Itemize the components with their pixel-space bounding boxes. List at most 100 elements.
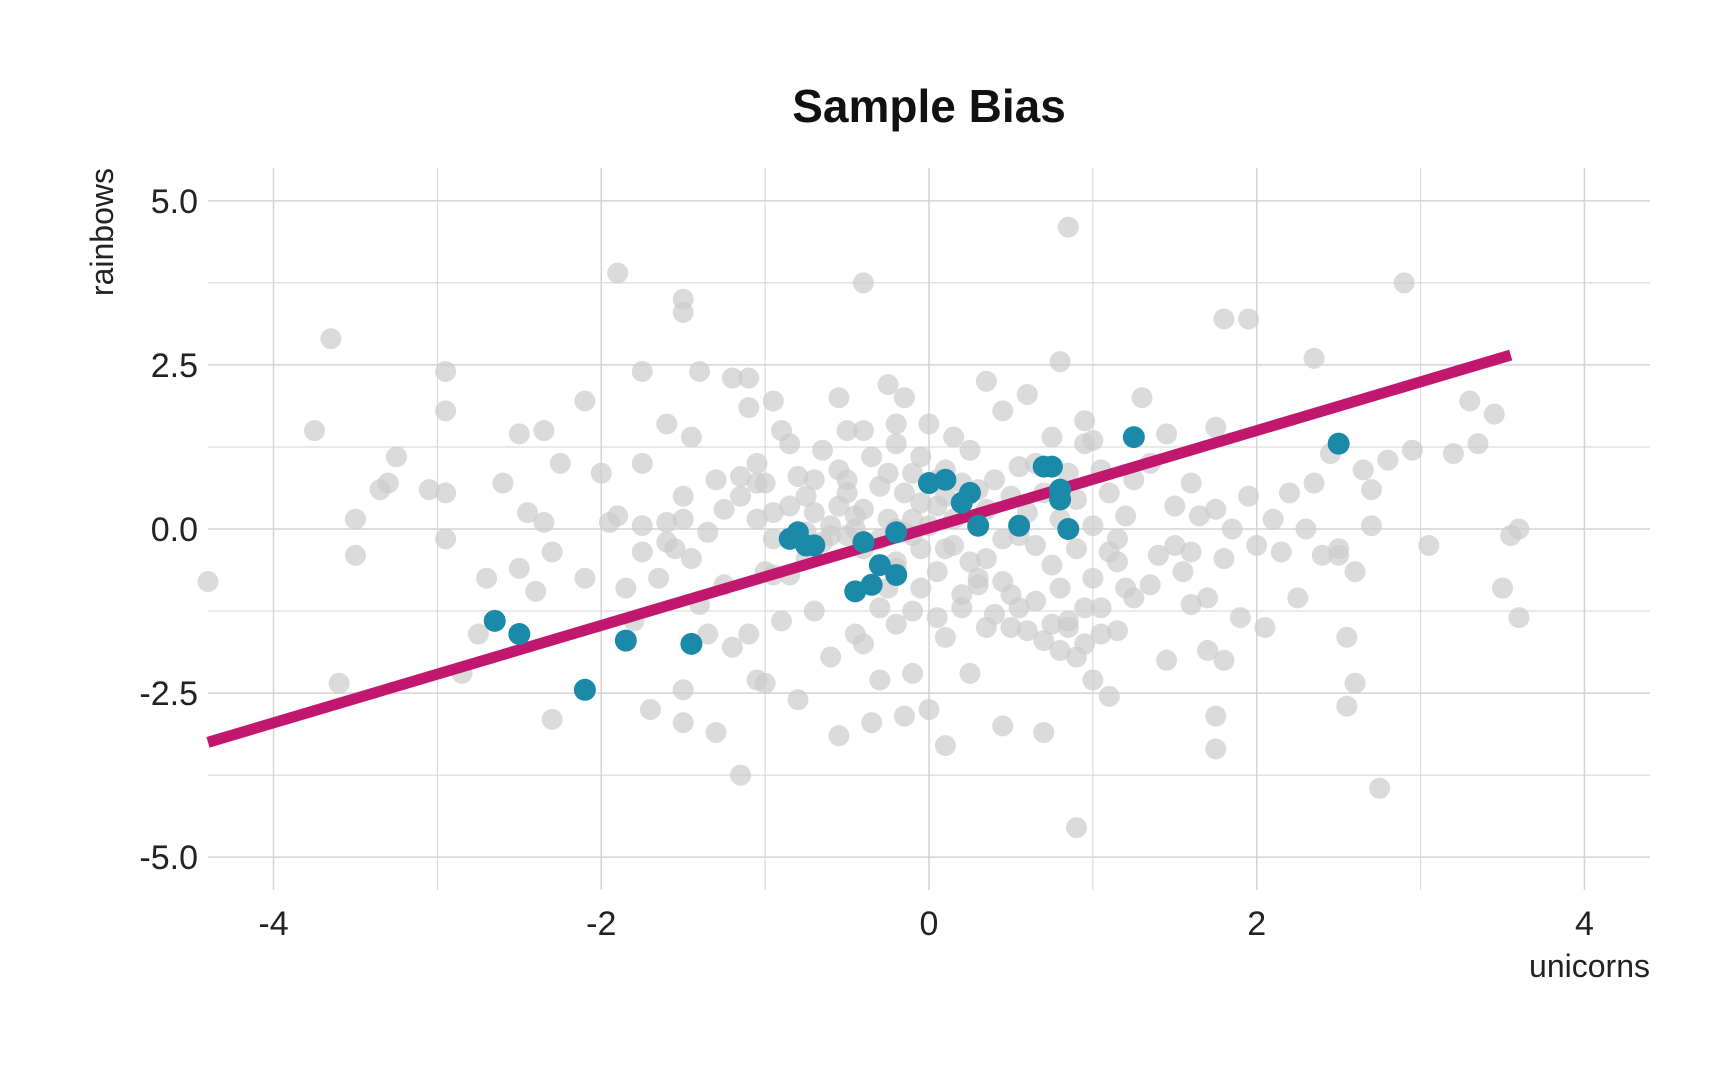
population-point (730, 764, 752, 786)
population-point (828, 387, 850, 409)
population-point (975, 548, 997, 570)
population-point (1303, 472, 1325, 494)
population-point (1467, 433, 1489, 455)
sample-point (885, 521, 908, 544)
population-point (697, 521, 719, 543)
sample-point (844, 580, 867, 603)
population-point (918, 699, 940, 720)
population-point (1344, 561, 1366, 583)
population-point (1057, 462, 1079, 484)
population-point (1049, 639, 1071, 661)
population-point (664, 538, 686, 560)
population-point (1049, 351, 1071, 373)
population-point (1500, 525, 1522, 547)
population-point (779, 433, 801, 455)
population-point (435, 482, 457, 504)
population-point (1074, 597, 1096, 619)
sample-point (852, 531, 875, 554)
population-point (902, 600, 924, 622)
y-tick-label: 0.0 (151, 511, 198, 549)
population-point (836, 482, 858, 504)
population-point (902, 662, 924, 684)
population-point (1287, 587, 1309, 609)
population-point (926, 607, 948, 629)
population-point (1336, 695, 1358, 717)
population-point (1082, 669, 1104, 691)
population-point (893, 705, 915, 727)
sample-point (508, 623, 531, 646)
population-point (1401, 439, 1423, 461)
sample-point (1008, 514, 1031, 537)
sample-point (680, 632, 703, 655)
population-point (705, 721, 727, 743)
population-point (877, 374, 899, 396)
population-point (754, 472, 776, 494)
sample-points (483, 426, 1350, 701)
population-point (656, 413, 678, 435)
population-point (951, 597, 973, 619)
population-point (467, 623, 489, 645)
population-point (730, 465, 752, 487)
population-point (852, 272, 874, 294)
population-point (1049, 577, 1071, 599)
sample-point (918, 472, 940, 495)
population-point (885, 413, 907, 435)
population-point (730, 485, 752, 507)
population-point (1213, 649, 1235, 671)
population-point (787, 465, 809, 487)
population-point (344, 544, 366, 566)
population-point (541, 541, 563, 563)
population-points (197, 216, 1530, 839)
population-point (1295, 518, 1317, 540)
sample-point (1049, 488, 1072, 511)
population-point (541, 708, 563, 730)
population-point (1279, 482, 1300, 504)
population-point (590, 462, 612, 484)
population-point (1205, 738, 1227, 760)
population-point (533, 511, 555, 533)
population-point (1442, 443, 1464, 465)
population-point (771, 610, 793, 632)
population-point (762, 502, 784, 524)
population-point (779, 495, 801, 517)
population-point (1057, 216, 1079, 238)
population-point (1180, 472, 1202, 494)
population-point (861, 712, 883, 734)
population-point (1033, 721, 1055, 743)
population-point (1254, 616, 1276, 638)
population-point (852, 633, 874, 655)
population-point (795, 485, 817, 507)
population-point (1082, 567, 1104, 589)
population-point (1000, 616, 1022, 638)
y-tick-label: 5.0 (151, 183, 198, 221)
y-tick-label: -5.0 (139, 839, 198, 877)
population-point (1065, 538, 1087, 560)
population-point (631, 541, 653, 563)
population-point (631, 452, 653, 474)
population-point (672, 679, 694, 701)
sample-point (1040, 455, 1063, 478)
sample-point (868, 554, 891, 577)
sample-point (803, 534, 826, 557)
population-point (902, 462, 924, 484)
population-point (943, 426, 965, 448)
x-tick-label: 4 (1575, 905, 1594, 943)
population-point (639, 699, 661, 720)
population-point (959, 662, 981, 684)
population-point (902, 508, 924, 530)
population-point (377, 472, 399, 494)
population-point (1197, 587, 1219, 609)
population-point (992, 571, 1014, 593)
population-point (607, 505, 629, 527)
population-point (861, 446, 883, 468)
population-point (738, 397, 760, 419)
population-point (992, 400, 1014, 422)
population-point (1033, 630, 1055, 652)
population-point (1238, 308, 1260, 330)
population-point (869, 597, 891, 619)
population-point (746, 452, 768, 474)
population-point (1246, 534, 1268, 556)
population-point (721, 367, 743, 389)
population-point (1360, 515, 1382, 537)
